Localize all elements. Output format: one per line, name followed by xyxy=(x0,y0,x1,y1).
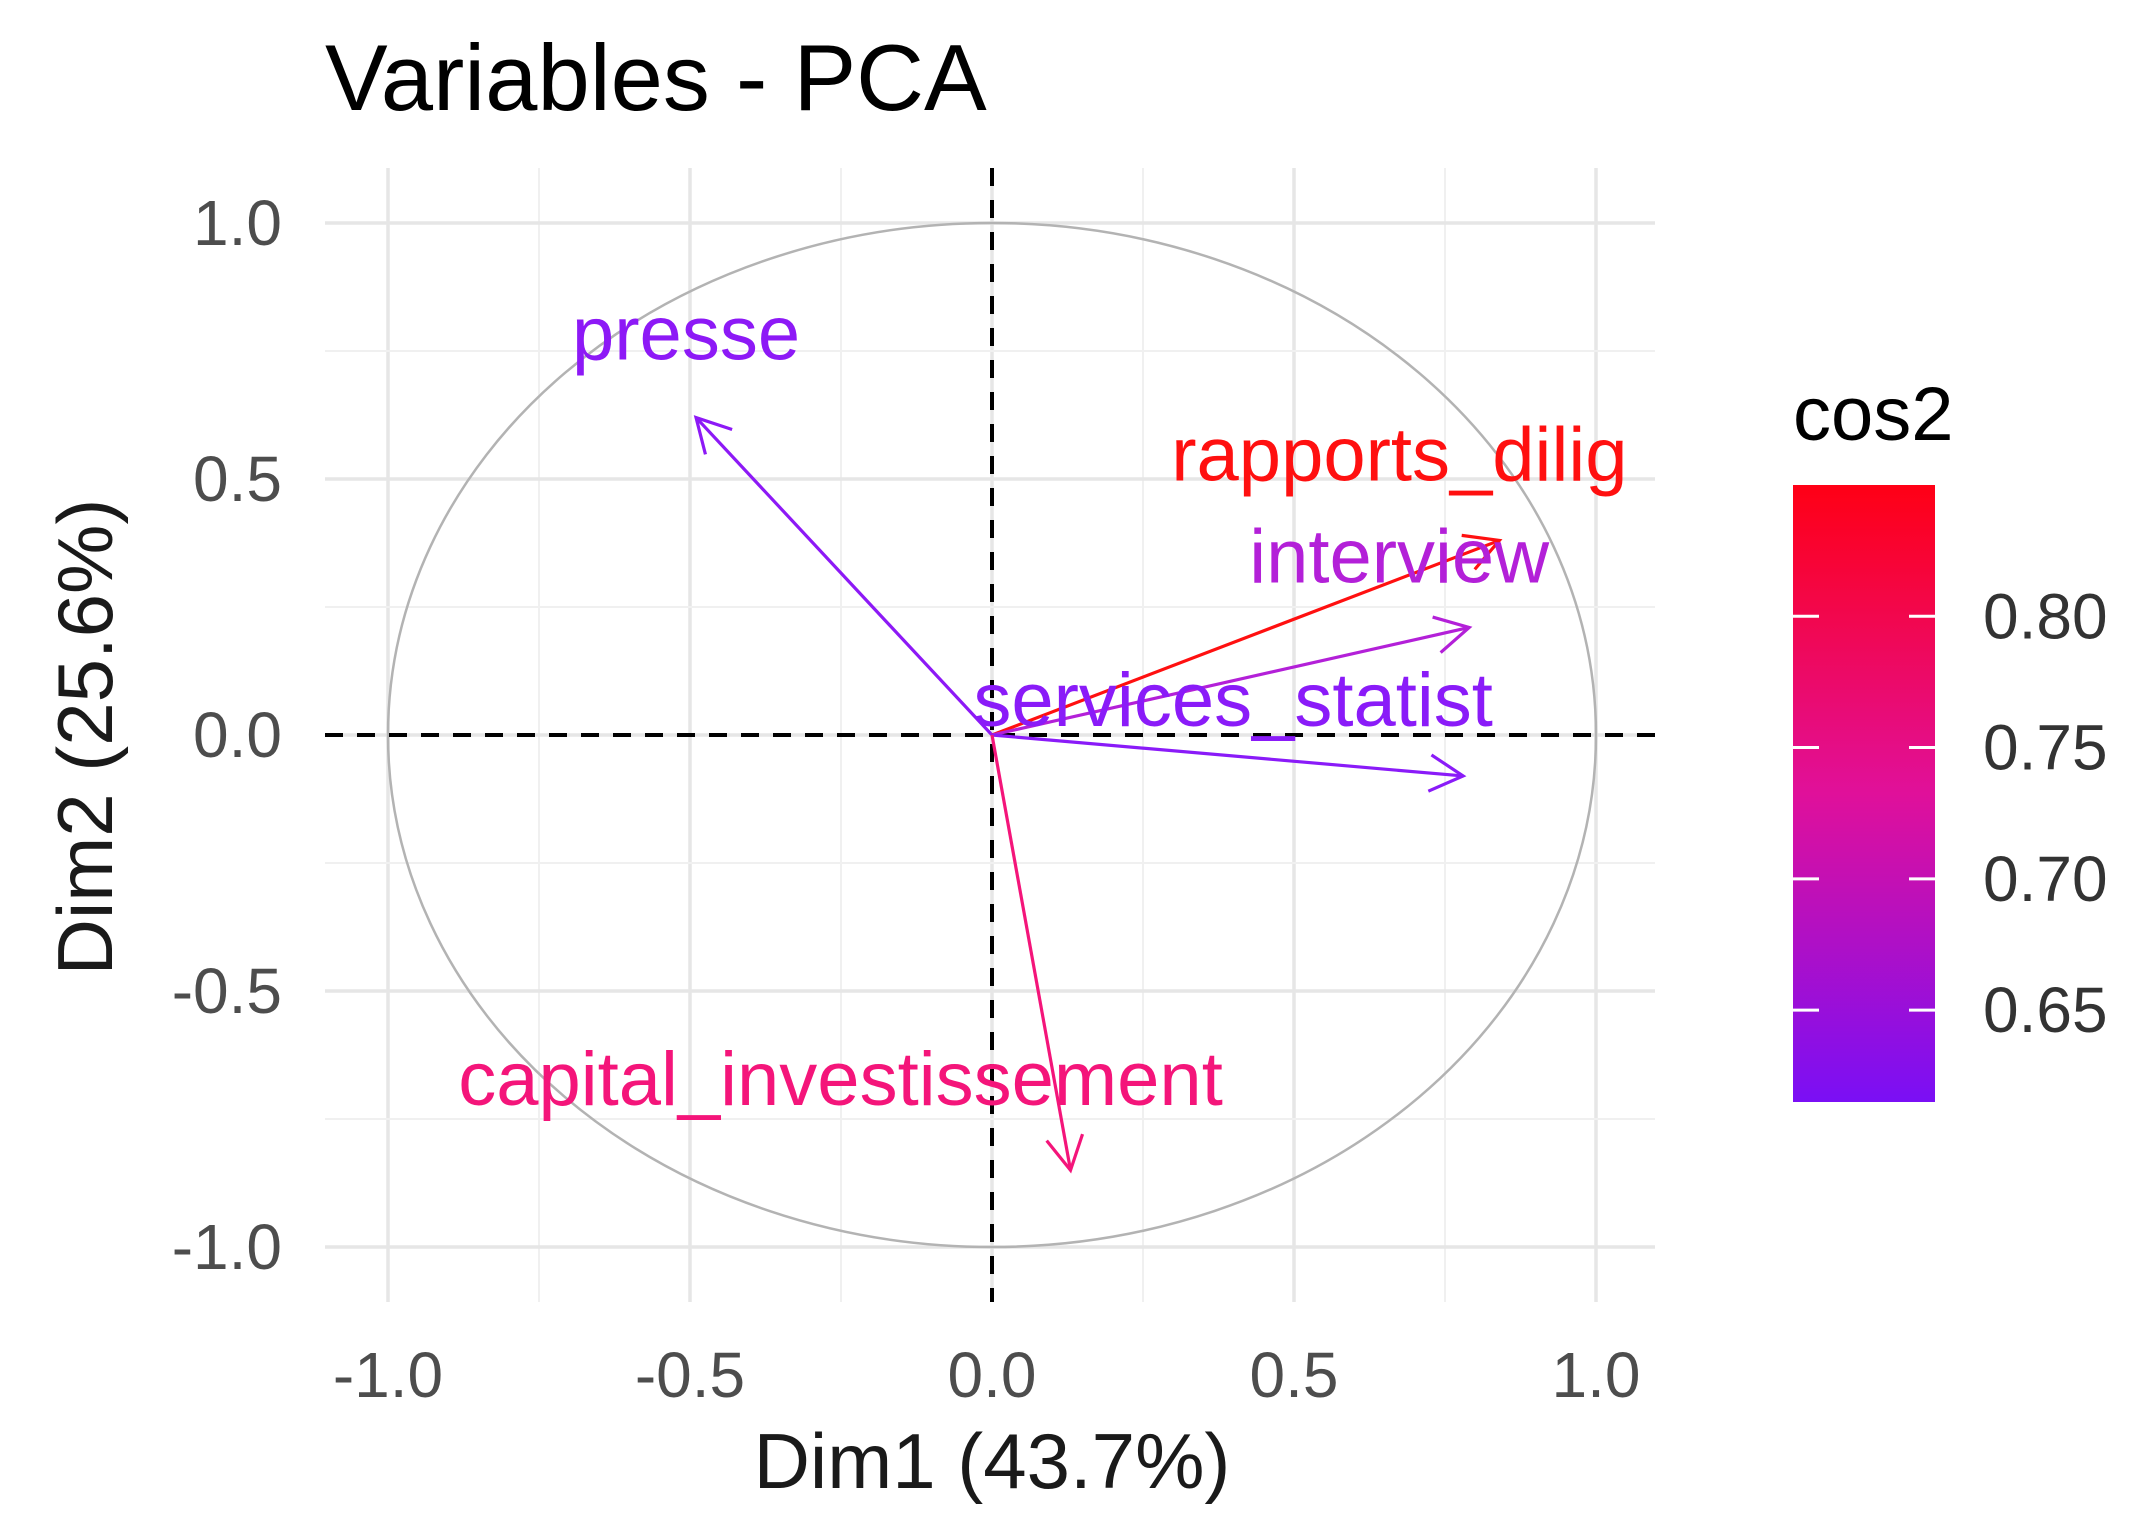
y-tick-label: 1.0 xyxy=(193,187,282,259)
arrowhead-presse xyxy=(693,415,733,455)
arrowhead-capital_investissement xyxy=(1045,1133,1085,1174)
legend-tick-label: 0.80 xyxy=(1983,580,2108,652)
x-tick-label: 0.5 xyxy=(1250,1339,1339,1411)
chart-title: Variables - PCA xyxy=(325,25,987,130)
y-tick-label: -0.5 xyxy=(172,955,282,1027)
label-rapports_dilig: rapports_dilig xyxy=(1171,412,1627,497)
y-axis-title: Dim2 (25.6%) xyxy=(41,499,129,976)
arrowhead-rapports_dilig xyxy=(1461,533,1503,571)
label-services_statist: services_statist xyxy=(973,658,1493,743)
variable-labels: presse rapports_dilig interview services_st… xyxy=(458,292,1627,1123)
legend-ticks: 0.65 0.70 0.75 0.80 xyxy=(1793,580,2108,1046)
arrowhead-interview xyxy=(1432,615,1473,654)
y-tick-label: -1.0 xyxy=(172,1211,282,1283)
legend-title: cos2 xyxy=(1793,372,1954,457)
arrow-capital_investissement xyxy=(990,734,1073,1171)
arrowhead-services_statist xyxy=(1427,753,1467,793)
x-axis-title: Dim1 (43.7%) xyxy=(754,1417,1231,1505)
x-tick-label: -0.5 xyxy=(635,1339,745,1411)
x-tick-label: 0.0 xyxy=(948,1339,1037,1411)
label-presse: presse xyxy=(572,292,800,377)
legend-tick-label: 0.65 xyxy=(1983,974,2108,1046)
label-capital_investissement: capital_investissement xyxy=(458,1037,1223,1122)
y-tick-label: 0.5 xyxy=(193,443,282,515)
x-tick-label: -1.0 xyxy=(333,1339,443,1411)
arrow-rapports_dilig xyxy=(991,538,1500,737)
arrow-services_statist xyxy=(991,733,1464,778)
unit-circle-layer xyxy=(386,221,1598,1249)
y-tick-label: 0.0 xyxy=(193,699,282,771)
arrow-presse xyxy=(694,416,994,737)
legend-tick-label: 0.70 xyxy=(1983,843,2108,915)
unit-circle xyxy=(386,221,1598,1249)
reference-lines xyxy=(325,168,1655,1302)
x-tick-label: 1.0 xyxy=(1552,1339,1641,1411)
label-interview: interview xyxy=(1249,514,1550,599)
tick-labels: -1.0 -0.5 0.0 0.5 1.0 -1.0 -0.5 0.0 0.5 1.0 xyxy=(172,187,1641,1411)
variable-arrows xyxy=(693,415,1503,1174)
arrow-interview xyxy=(991,625,1470,737)
legend-tick-label: 0.75 xyxy=(1983,712,2108,784)
legend-colorbar xyxy=(1793,485,1935,1102)
color-legend: cos2 0.65 0.70 0.75 0.80 xyxy=(1793,372,2108,1102)
